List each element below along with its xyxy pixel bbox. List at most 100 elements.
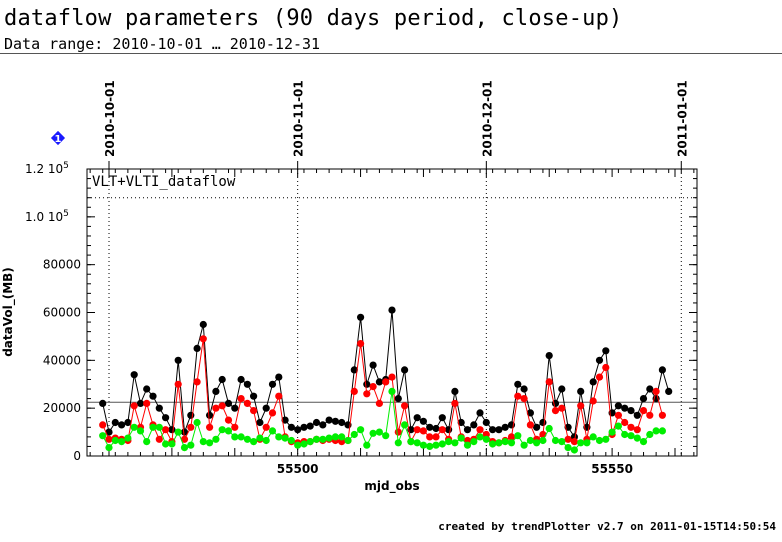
data-point xyxy=(432,424,440,433)
chart: 2010-10-01 2010-11-01 2010-12-01 2011-01-01… xyxy=(1,80,698,494)
data-point xyxy=(193,344,201,352)
data-point xyxy=(426,423,434,431)
data-point xyxy=(419,427,427,435)
y-tick-label: 20000 xyxy=(43,401,81,415)
data-point xyxy=(621,430,629,439)
data-point xyxy=(407,438,415,446)
data-point xyxy=(570,446,579,454)
data-point xyxy=(463,441,472,449)
y-tick-label: 60000 xyxy=(43,306,81,320)
data-point xyxy=(174,428,182,436)
data-point xyxy=(394,439,402,447)
data-point xyxy=(237,395,245,403)
data-point xyxy=(306,422,314,430)
data-point xyxy=(256,418,264,427)
data-point xyxy=(338,418,346,427)
data-point xyxy=(514,380,522,388)
data-point xyxy=(218,375,226,384)
data-point xyxy=(312,418,321,427)
data-point xyxy=(262,436,270,445)
data-point xyxy=(268,380,277,388)
data-point xyxy=(357,426,365,434)
data-point xyxy=(482,418,490,427)
data-point xyxy=(457,418,465,427)
data-point xyxy=(199,438,207,446)
data-point xyxy=(658,427,667,435)
data-point xyxy=(218,402,226,410)
x-tick-label: 55500 xyxy=(277,462,319,476)
data-point xyxy=(237,433,245,441)
data-point xyxy=(545,424,553,433)
data-point xyxy=(155,423,163,431)
marker-badge-label: 1 xyxy=(55,134,62,145)
data-point xyxy=(143,438,151,446)
data-point xyxy=(595,356,604,364)
date-marker-lines xyxy=(108,161,682,456)
data-point xyxy=(363,380,371,388)
data-point xyxy=(105,428,113,436)
data-point xyxy=(426,442,434,450)
data-point xyxy=(363,390,371,398)
data-point xyxy=(451,387,459,395)
data-point xyxy=(401,402,409,410)
data-point xyxy=(577,439,585,447)
data-point xyxy=(388,373,396,381)
data-point xyxy=(482,435,490,443)
data-point xyxy=(338,433,346,441)
data-point xyxy=(287,436,295,445)
data-point xyxy=(180,428,189,436)
data-point xyxy=(206,439,214,447)
data-point xyxy=(501,423,509,431)
data-point xyxy=(495,439,503,447)
data-point xyxy=(243,380,251,388)
data-point xyxy=(180,435,189,443)
data-point xyxy=(501,438,509,446)
data-point xyxy=(564,435,572,443)
data-point xyxy=(250,407,258,415)
y-tick-label: 1.0 105 xyxy=(25,209,69,224)
data-point xyxy=(489,426,497,434)
data-point xyxy=(262,404,270,412)
footer-credit: created by trendPlotter v2.7 on 2011-01-… xyxy=(438,520,776,533)
data-point xyxy=(162,414,170,422)
data-point xyxy=(419,441,427,449)
data-point xyxy=(633,411,641,419)
date-marker-label: 2010-10-01 xyxy=(103,80,117,157)
data-point xyxy=(180,444,189,452)
data-point xyxy=(413,439,421,447)
data-point xyxy=(294,426,302,434)
data-point xyxy=(331,417,339,425)
data-point xyxy=(212,387,220,395)
data-point xyxy=(627,407,635,415)
data-point xyxy=(401,421,409,429)
data-point xyxy=(621,418,629,427)
data-point xyxy=(545,352,553,360)
data-point xyxy=(363,441,371,449)
data-point xyxy=(375,399,383,407)
x-tick-label: 55550 xyxy=(591,462,633,476)
data-point xyxy=(526,436,535,445)
data-point xyxy=(118,438,126,446)
data-point xyxy=(602,347,610,355)
data-point xyxy=(658,411,667,419)
data-point xyxy=(382,378,390,386)
data-point xyxy=(463,426,472,434)
data-point xyxy=(174,356,182,364)
y-tick-label: 40000 xyxy=(43,353,81,367)
data-point xyxy=(275,433,283,441)
data-point xyxy=(545,378,553,386)
data-point xyxy=(199,335,207,343)
data-point xyxy=(111,418,119,427)
data-point xyxy=(136,427,145,435)
data-point xyxy=(413,426,421,434)
data-point xyxy=(149,392,157,400)
data-point xyxy=(369,383,377,391)
data-point xyxy=(639,438,648,446)
data-point xyxy=(369,429,377,437)
data-point xyxy=(118,421,126,429)
data-point xyxy=(218,426,226,434)
data-point xyxy=(331,433,339,441)
data-point xyxy=(111,436,119,445)
data-point xyxy=(639,395,648,403)
series-line xyxy=(102,310,670,439)
